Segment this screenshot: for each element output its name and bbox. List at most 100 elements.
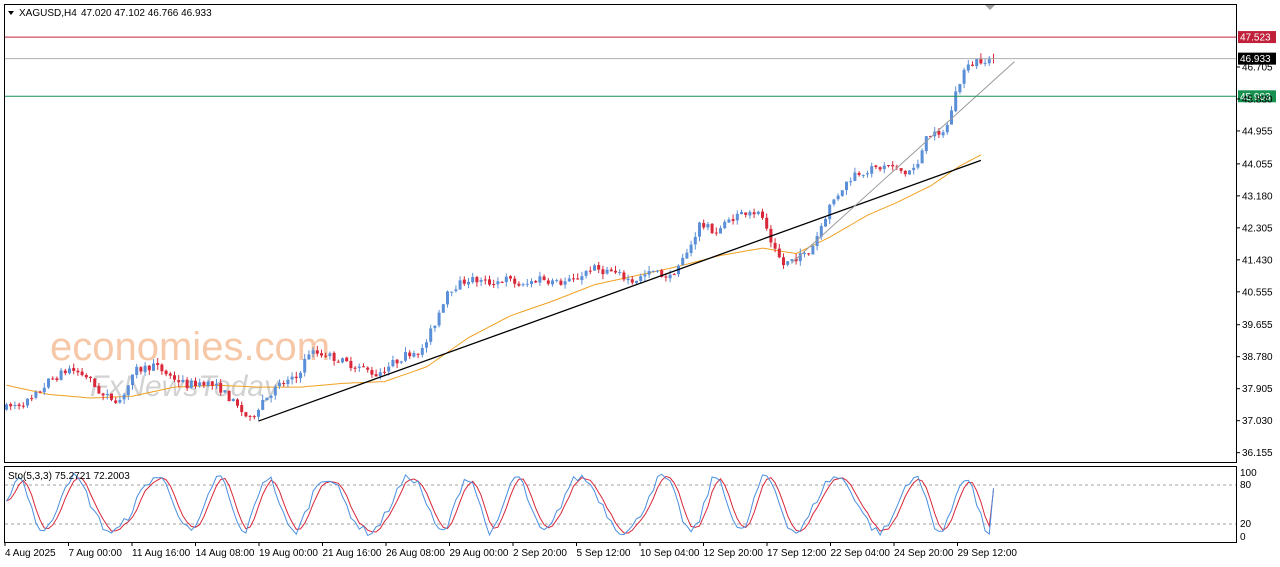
candle-body: [723, 221, 727, 229]
bullish-candle: [59, 367, 63, 381]
bearish-candle: [252, 415, 256, 420]
stochastic-panel[interactable]: [4, 466, 1237, 543]
candle-body: [551, 280, 554, 285]
bearish-candle: [546, 278, 550, 286]
bullish-candle: [122, 392, 126, 404]
bullish-candle: [698, 221, 701, 242]
candle-body: [635, 280, 638, 283]
bullish-candle: [441, 303, 445, 314]
watermark-economies: economies.com: [50, 325, 330, 369]
levels-layer[interactable]: 47.523 46.933 45.903: [5, 31, 1276, 103]
steep-trendline[interactable]: [791, 61, 1015, 264]
candle-body: [357, 366, 361, 368]
candle-body: [93, 378, 97, 387]
candle-body: [21, 405, 25, 407]
main-panel[interactable]: [4, 4, 1237, 463]
candle-body: [34, 391, 38, 398]
bearish-candle: [336, 359, 340, 363]
time-tick-label: 19 Aug 00:00: [259, 548, 318, 559]
bearish-candle: [672, 273, 676, 276]
candle-body: [546, 280, 550, 284]
bullish-candle: [651, 270, 655, 273]
candle-body: [861, 175, 865, 177]
trendlines-layer[interactable]: [258, 61, 1015, 422]
bullish-candle: [920, 148, 924, 164]
bullish-candle: [954, 86, 958, 113]
bearish-candle: [408, 350, 412, 359]
price-tick-label: 43.180: [1242, 191, 1273, 202]
bullish-candle: [357, 363, 361, 372]
candle-body: [643, 274, 647, 277]
bearish-candle: [38, 390, 42, 394]
candle-body: [811, 245, 815, 255]
stochastic-scale-label: 20: [1240, 519, 1252, 530]
candle-body: [370, 370, 374, 375]
candle-body: [689, 244, 693, 253]
candle-body: [454, 289, 458, 292]
bullish-candle: [563, 277, 567, 289]
candle-body: [748, 211, 752, 216]
candle-body: [819, 226, 823, 237]
candle-body: [236, 399, 239, 406]
bullish-candle: [307, 350, 311, 360]
bullish-candle: [458, 276, 462, 290]
candle-body: [845, 181, 848, 191]
bearish-candle: [710, 223, 714, 234]
candle-body: [30, 398, 34, 400]
bearish-candle: [782, 253, 785, 269]
candle-body: [828, 204, 832, 220]
shift-marker-icon[interactable]: [985, 5, 995, 10]
bearish-candle: [72, 363, 76, 375]
bullish-candle: [437, 309, 441, 328]
candle-body: [899, 168, 903, 171]
candle-body: [572, 278, 575, 280]
candle-body: [198, 382, 202, 386]
bullish-candle: [399, 360, 403, 365]
bearish-candle: [17, 402, 21, 410]
candle-body: [853, 172, 857, 181]
bullish-candle: [962, 67, 966, 89]
candles-layer: [5, 53, 995, 421]
bearish-candle: [597, 261, 601, 274]
candle-body: [240, 405, 244, 413]
candle-body: [752, 212, 756, 215]
price-axis: 36.155 37.030 37.905 38.780 39.655 40.555 41.4…: [1236, 62, 1273, 459]
candle-body: [475, 277, 479, 283]
bearish-candle: [80, 368, 84, 377]
collapse-triangle-icon[interactable]: [8, 11, 14, 15]
candle-body: [790, 259, 794, 261]
candle-body: [143, 365, 147, 373]
bullish-candle: [815, 231, 819, 251]
time-tick-label: 11 Aug 16:00: [132, 548, 191, 559]
bearish-candle: [185, 377, 189, 392]
bearish-candle: [714, 227, 718, 236]
bearish-candle: [110, 393, 113, 402]
last-price-value: 46.933: [1240, 54, 1271, 65]
stochastic-label: Sto(5,3,3) 75.2721 72.2003: [8, 471, 130, 482]
price-tick-label: 45.830: [1242, 94, 1273, 105]
bearish-candle: [93, 377, 97, 388]
bullish-candle: [299, 371, 302, 383]
main-trendline[interactable]: [258, 159, 982, 422]
stochastic-signal-line: [6, 475, 994, 534]
candle-body: [895, 166, 899, 168]
candle-body: [710, 223, 714, 234]
candle-body: [786, 261, 790, 265]
time-tick-label: 2 Sep 20:00: [513, 548, 567, 559]
candle-body: [420, 348, 424, 355]
candle-body: [714, 232, 718, 234]
candle-body: [299, 372, 302, 379]
bearish-candle: [929, 135, 932, 137]
bullish-candle: [135, 363, 139, 379]
candle-body: [349, 361, 353, 369]
candle-body: [441, 304, 445, 313]
time-tick-label: 21 Aug 16:00: [323, 548, 382, 559]
candle-body: [122, 394, 126, 400]
bullish-candle: [643, 269, 647, 282]
bullish-candle: [656, 269, 659, 273]
candle-body: [248, 415, 252, 417]
bullish-candle: [181, 375, 185, 383]
bearish-candle: [542, 274, 546, 281]
